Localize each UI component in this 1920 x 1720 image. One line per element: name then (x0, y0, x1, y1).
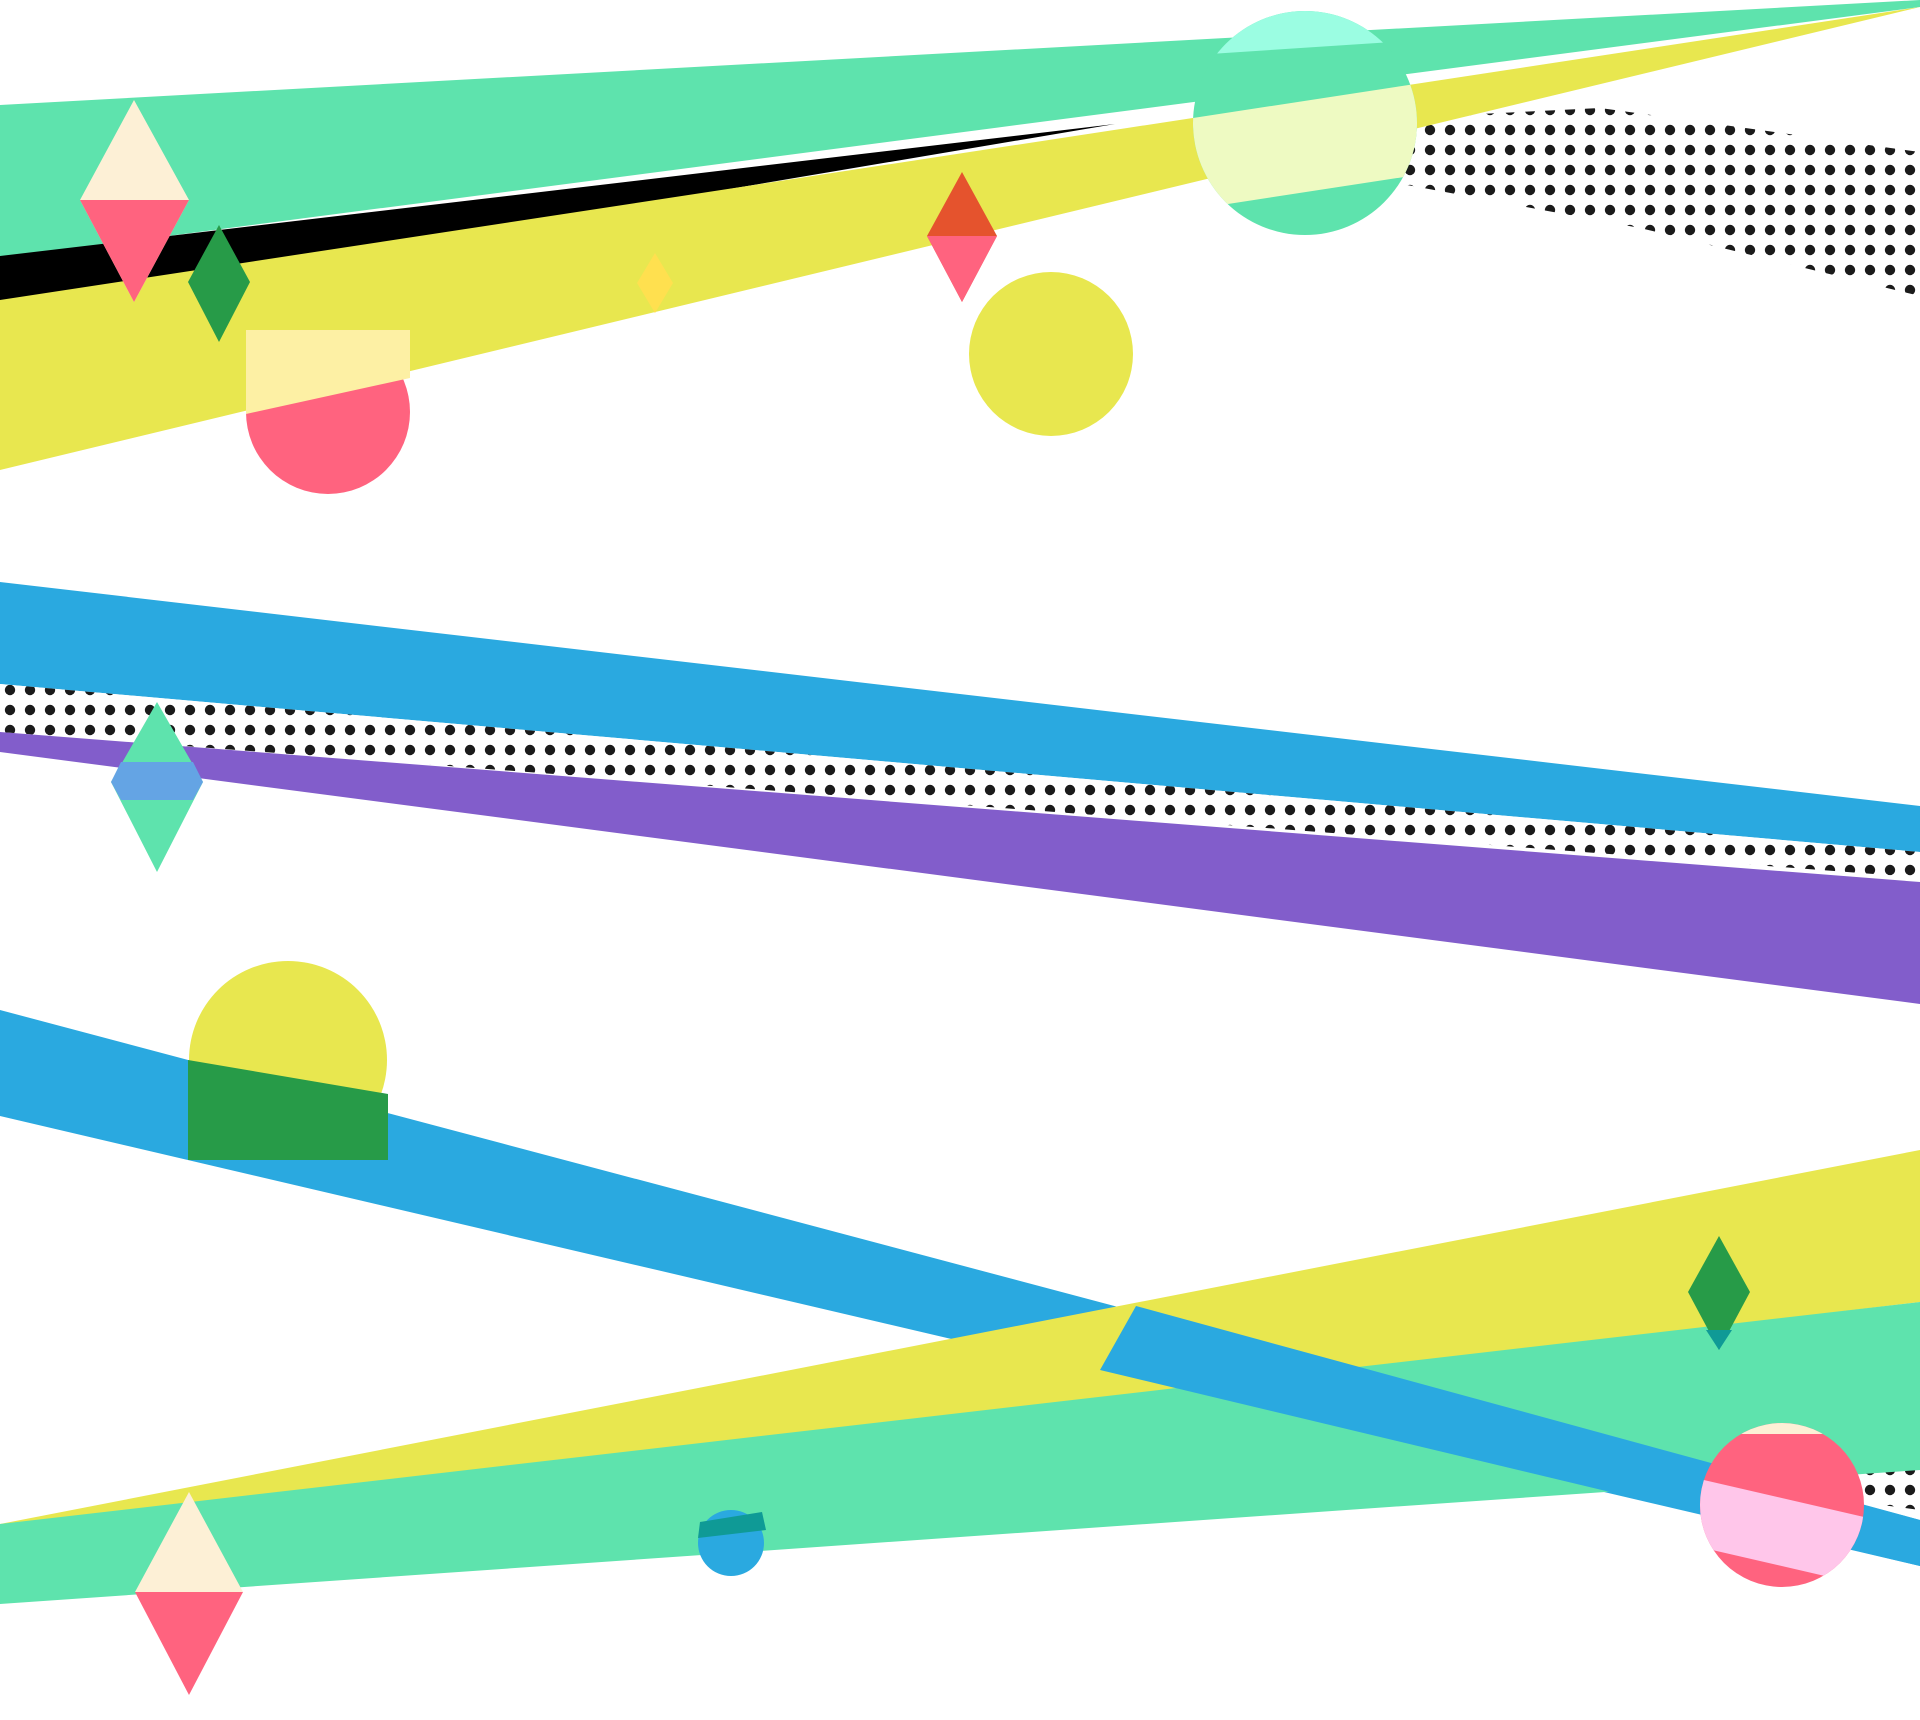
purple-middle-stripe (0, 732, 1920, 1004)
dotted-top-right-band (1360, 108, 1920, 296)
yellow-circle-top-middle (969, 272, 1133, 436)
cream-diamond-bottom-left (135, 1492, 243, 1592)
cream-overlap-top-of-pink-circle (246, 330, 410, 414)
pink-diamond-half-top (927, 236, 997, 302)
green-diamond-bottom-right (1688, 1236, 1750, 1350)
dotted-middle-band (0, 684, 1920, 882)
blue-middle-stripe (0, 582, 1920, 852)
green-diamond-top-left (188, 225, 250, 342)
pink-diamond-half-top-left (80, 200, 189, 302)
green-bottom-stripe (0, 1302, 1920, 1604)
green-top-stripe (0, 0, 1920, 258)
teal-overlap-in-small-circle (698, 1512, 766, 1538)
teal-tip-of-bottom-diamond (1706, 1330, 1732, 1350)
darkgreen-overlap-in-yellow-circle (188, 1060, 388, 1160)
yellow-bottom-wedge (0, 1150, 1920, 1532)
small-yellow-diamond (637, 253, 673, 313)
blue-overlap-in-diamond (111, 762, 203, 800)
pink-diamond-bottom-left (135, 1592, 243, 1695)
pale-pink-band-in-circle (1700, 1456, 1864, 1587)
